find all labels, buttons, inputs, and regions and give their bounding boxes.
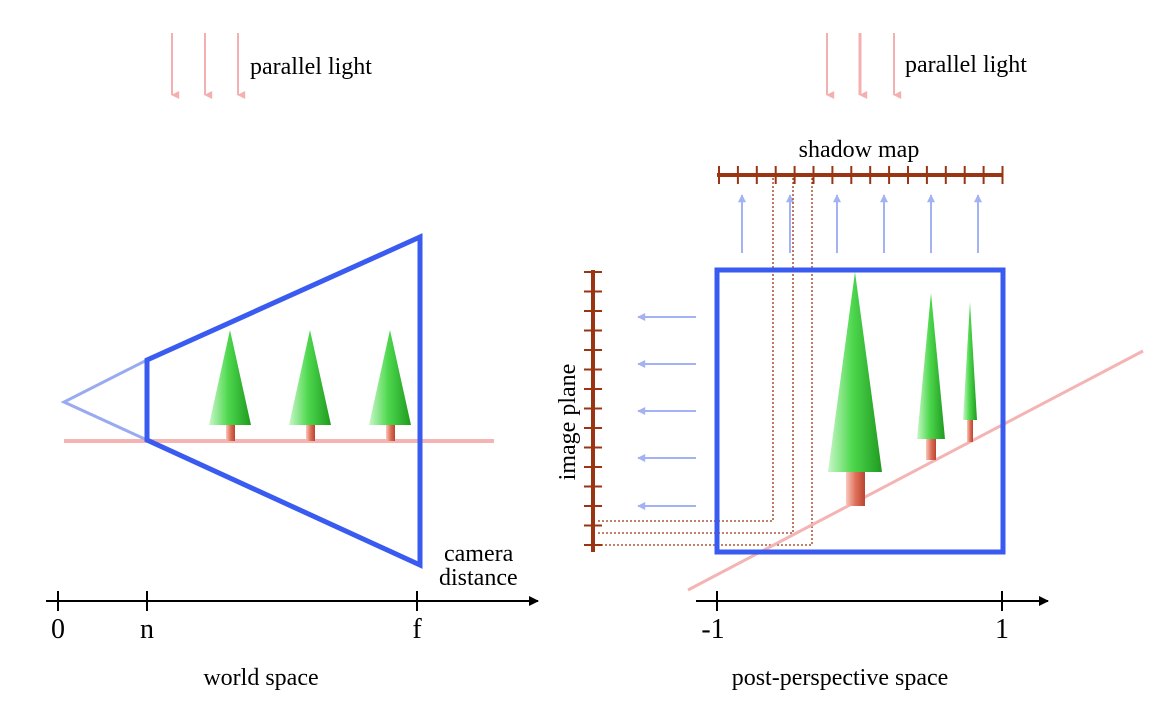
shadow-map: [717, 166, 1004, 184]
tick-label-one: 1: [995, 614, 1009, 645]
parallel-light-arrows-right: [826, 33, 902, 99]
projection-line: [597, 178, 774, 522]
conifer-tree-icon: [369, 330, 411, 441]
upward-light-arrows: [738, 194, 982, 253]
right-panel: parallel light shadow map image plane: [555, 33, 1144, 691]
tick-label-f: f: [412, 614, 422, 645]
trees-right: [828, 272, 977, 506]
caption-world-space: world space: [203, 665, 318, 691]
tick-label-n: n: [140, 614, 154, 645]
conifer-tree-icon: [289, 330, 331, 441]
shadow-map-label: shadow map: [799, 137, 920, 163]
leftward-light-arrows: [637, 313, 696, 510]
left-panel: parallel light 0 n: [46, 33, 539, 691]
tick-label-0: 0: [51, 614, 65, 645]
conifer-tree-icon: [963, 302, 977, 442]
tick-label-minus-one: -1: [701, 614, 724, 645]
image-plane: [584, 270, 602, 552]
parallel-light-label-right: parallel light: [905, 52, 1027, 78]
projection-line: [597, 178, 813, 546]
parallel-light-arrows-left: [171, 33, 246, 99]
conifer-tree-icon: [828, 272, 882, 506]
parallel-light-label-left: parallel light: [250, 54, 372, 80]
conifer-tree-icon: [209, 330, 251, 441]
trees-left: [209, 330, 411, 441]
caption-post-perspective-space: post-perspective space: [732, 665, 949, 691]
frustum-apex: [60, 358, 148, 442]
axis-label-camera: camera: [444, 541, 514, 567]
projection-lines: [597, 178, 813, 546]
conifer-tree-icon: [917, 293, 945, 460]
axis-label-distance: distance: [439, 565, 518, 591]
projection-line: [597, 178, 794, 534]
unit-cube: [714, 267, 1006, 555]
view-frustum: [144, 233, 423, 569]
image-plane-label: image plane: [555, 364, 581, 481]
